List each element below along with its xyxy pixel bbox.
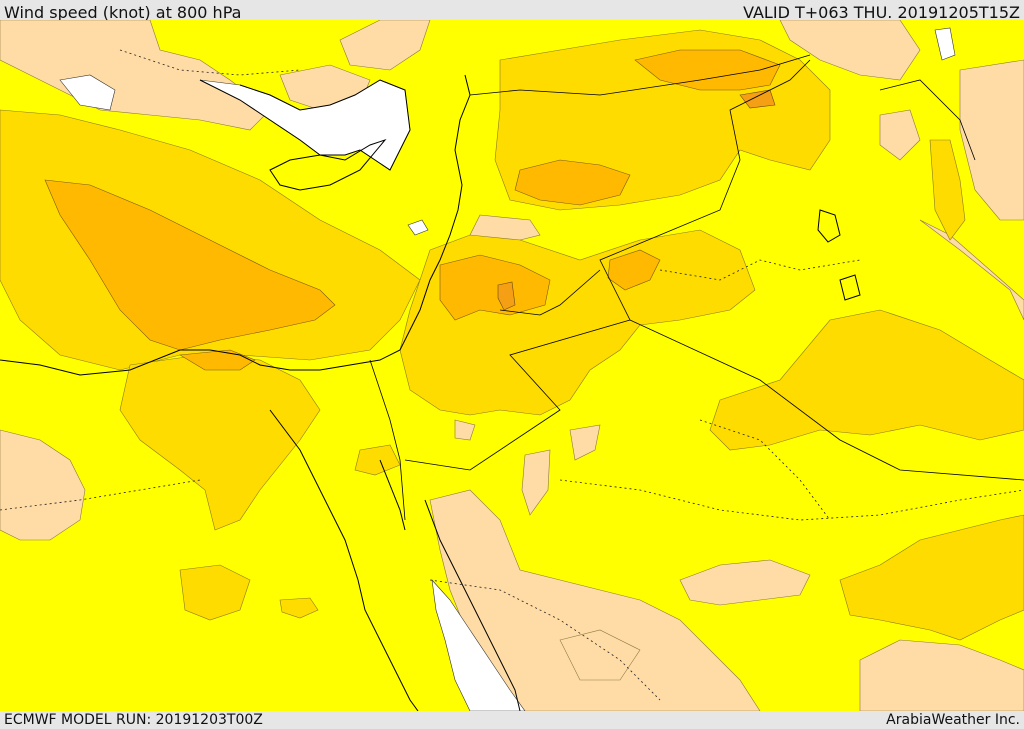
coastlines: [0, 74, 861, 711]
wind-speed-map: [0, 20, 1024, 711]
map-title: Wind speed (knot) at 800 hPa: [4, 3, 242, 22]
sea-areas: [59, 27, 956, 711]
province-borders: [0, 49, 1024, 701]
peak-wind-areas: [497, 89, 776, 311]
high-wind-areas: [44, 49, 781, 371]
country-borders: [369, 54, 1024, 521]
model-run-label: ECMWF MODEL RUN: 20191203T00Z: [4, 712, 263, 728]
valid-time-label: VALID T+063 THU. 20191205T15Z: [743, 3, 1020, 22]
credit-label: ArabiaWeather Inc.: [886, 712, 1020, 728]
